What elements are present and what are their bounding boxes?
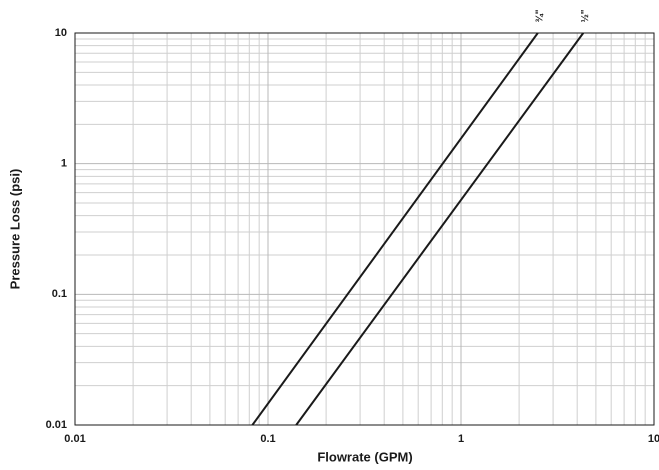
y-tick-label: 10 (55, 27, 67, 39)
y-tick-label: 1 (61, 158, 67, 170)
y-tick-label: 0.1 (52, 288, 67, 300)
series-label: ½" (580, 9, 591, 22)
y-tick-label: 0.01 (46, 419, 67, 431)
x-tick-label: 0.1 (260, 433, 275, 445)
x-axis-title: Flowrate (GPM) (317, 449, 412, 464)
x-tick-label: 0.01 (64, 433, 85, 445)
x-tick-label: 1 (458, 433, 464, 445)
series-label: ¾" (534, 9, 545, 22)
plot-frame (74, 32, 655, 426)
series-line (251, 32, 539, 426)
series-line (295, 32, 585, 426)
y-axis-title: Pressure Loss (psi) (7, 169, 22, 290)
x-tick-label: 10 (648, 433, 659, 445)
